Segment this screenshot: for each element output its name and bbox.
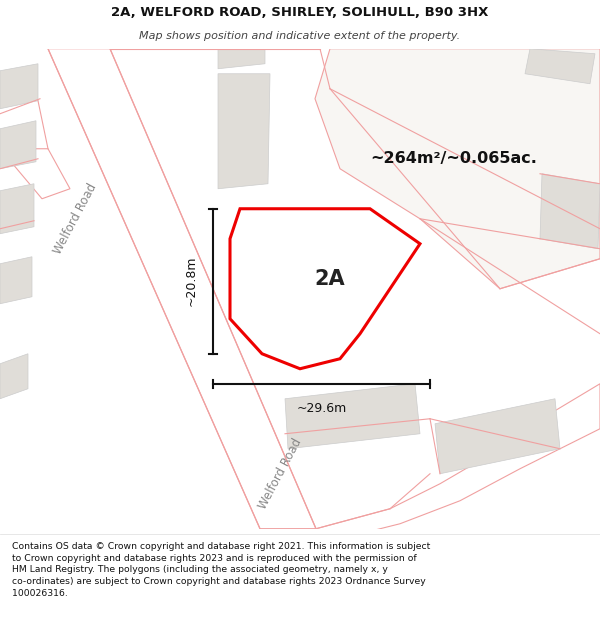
Polygon shape xyxy=(315,49,600,289)
Polygon shape xyxy=(218,74,270,189)
Polygon shape xyxy=(540,174,600,249)
Text: ~20.8m: ~20.8m xyxy=(185,256,197,306)
Polygon shape xyxy=(0,64,38,109)
Polygon shape xyxy=(0,121,36,169)
Text: ~264m²/~0.065ac.: ~264m²/~0.065ac. xyxy=(370,151,537,166)
Text: Welford Road: Welford Road xyxy=(51,181,99,256)
Polygon shape xyxy=(48,49,316,529)
Polygon shape xyxy=(0,184,34,234)
Polygon shape xyxy=(218,49,265,69)
Text: Welford Road: Welford Road xyxy=(256,436,304,511)
Text: ~29.6m: ~29.6m xyxy=(296,402,347,415)
Polygon shape xyxy=(230,209,420,369)
Polygon shape xyxy=(0,257,32,304)
Text: 2A, WELFORD ROAD, SHIRLEY, SOLIHULL, B90 3HX: 2A, WELFORD ROAD, SHIRLEY, SOLIHULL, B90… xyxy=(112,6,488,19)
Text: 2A: 2A xyxy=(314,269,346,289)
Text: Map shows position and indicative extent of the property.: Map shows position and indicative extent… xyxy=(139,31,461,41)
Polygon shape xyxy=(285,384,420,449)
Polygon shape xyxy=(260,384,600,539)
Polygon shape xyxy=(0,354,28,399)
Text: Contains OS data © Crown copyright and database right 2021. This information is : Contains OS data © Crown copyright and d… xyxy=(12,542,430,598)
Polygon shape xyxy=(525,49,595,84)
Polygon shape xyxy=(435,399,560,474)
Polygon shape xyxy=(0,149,70,199)
